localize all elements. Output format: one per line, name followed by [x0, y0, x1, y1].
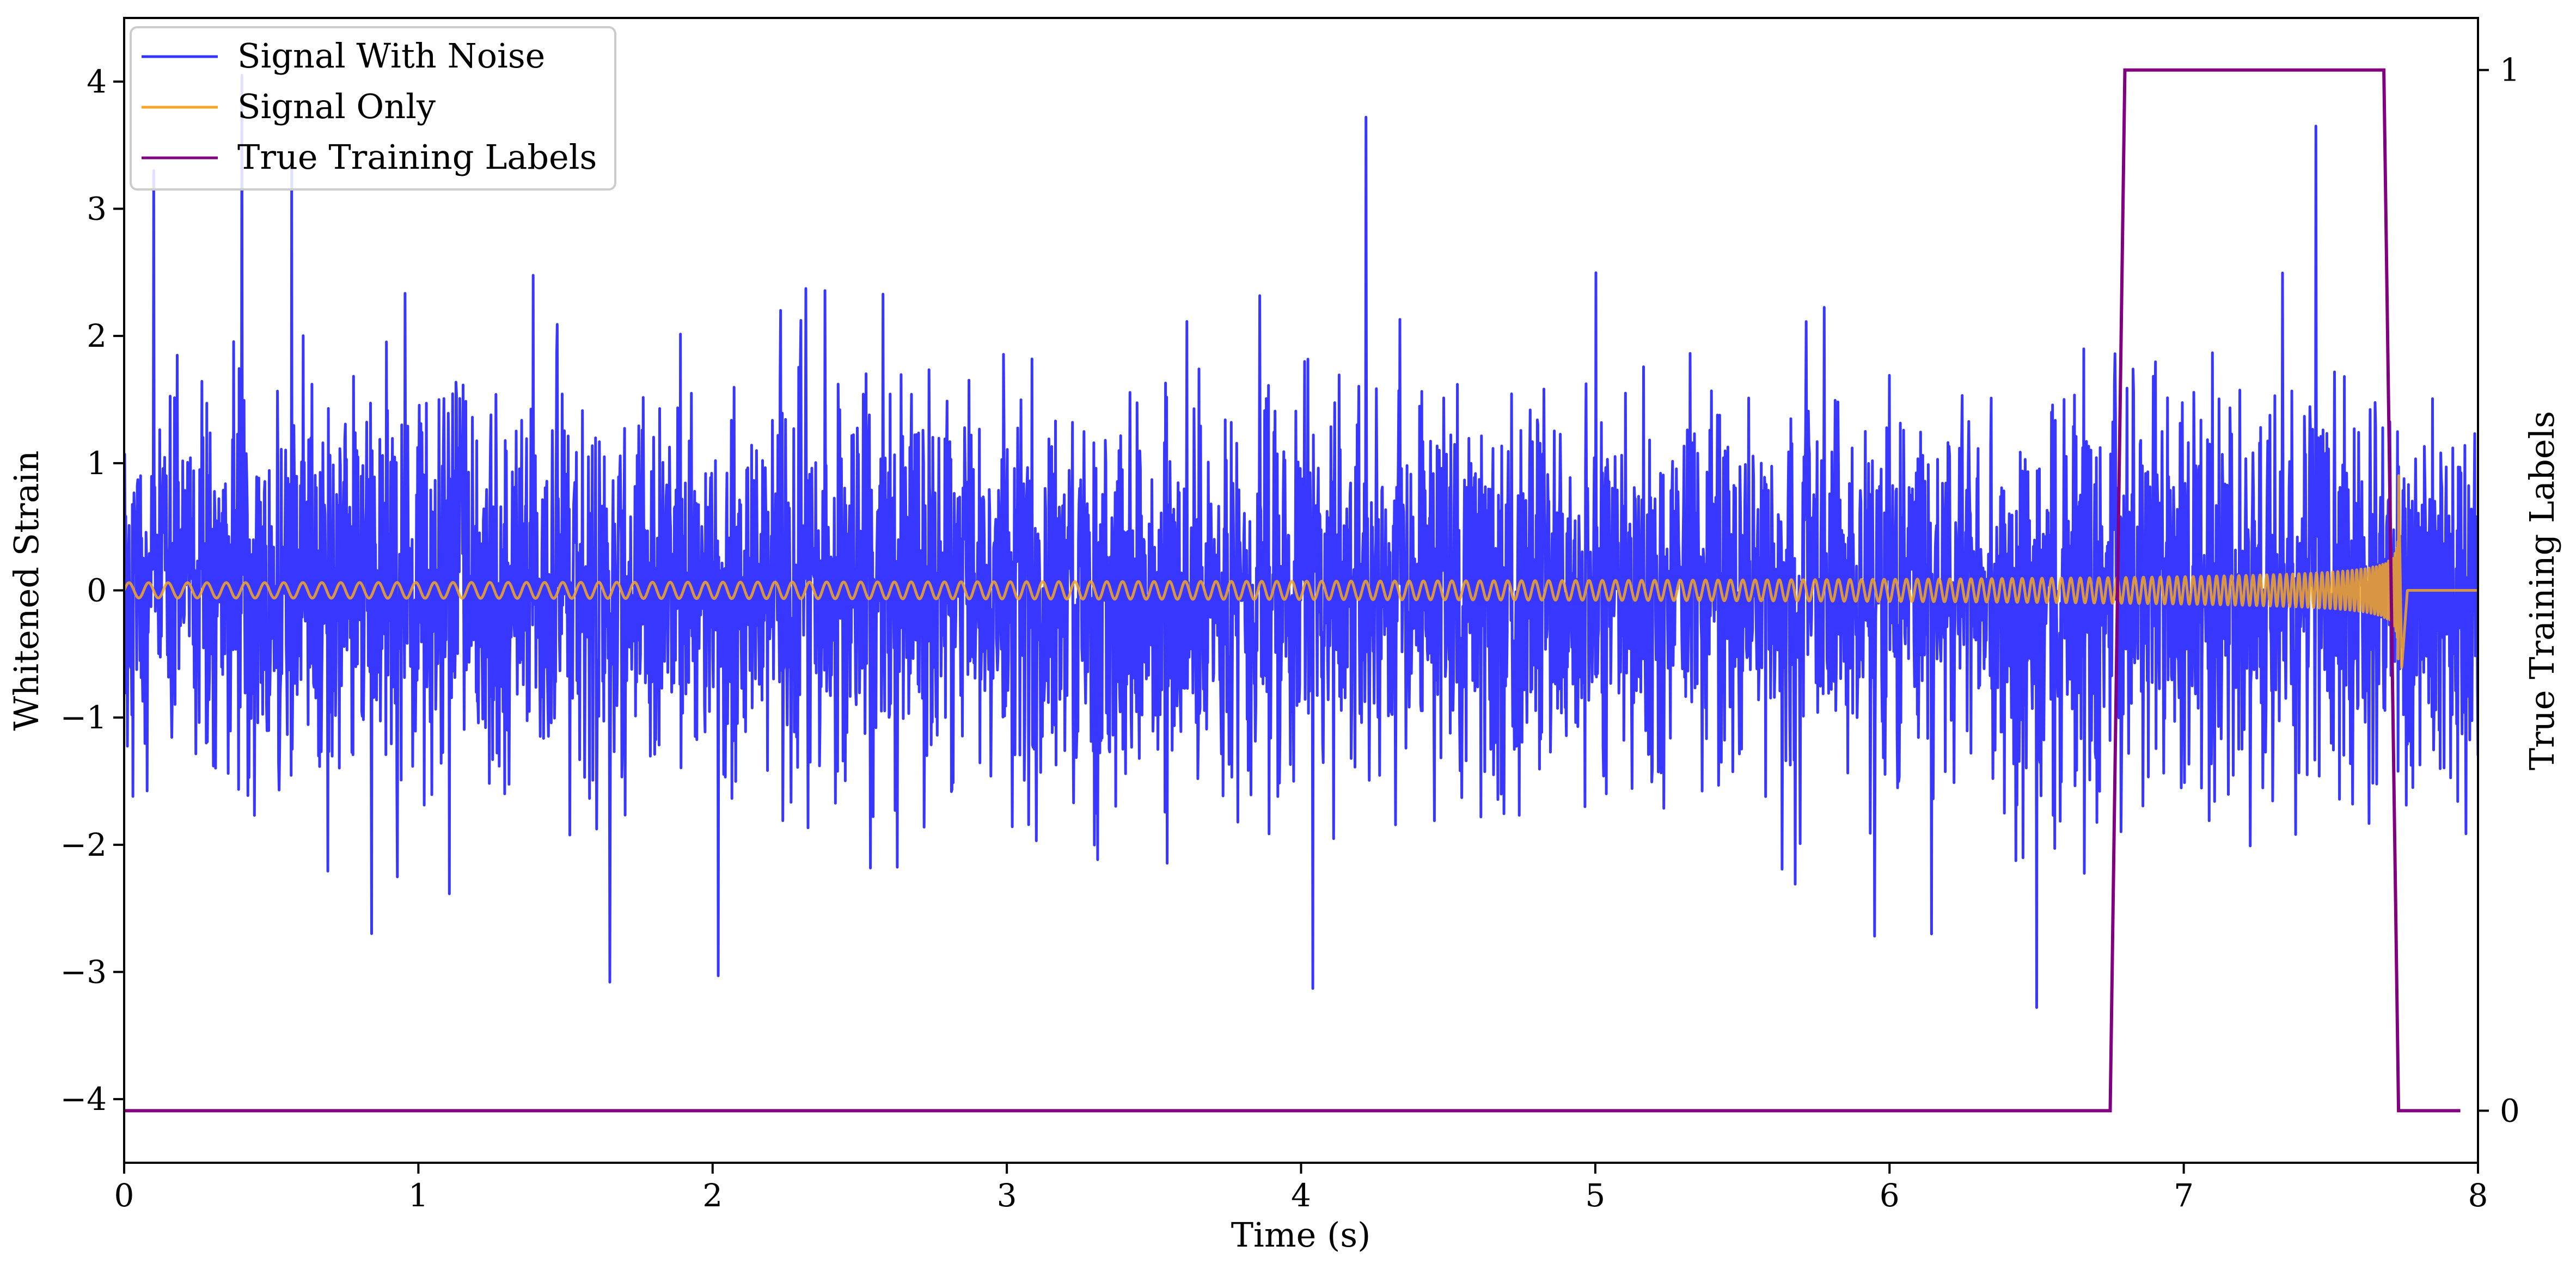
plot-series-layer	[124, 68, 2478, 1113]
y2-tick-label: 0	[2500, 1092, 2520, 1129]
series-signal-only	[124, 474, 2478, 669]
x-tick-label: 0	[114, 1177, 134, 1214]
y-tick-label: 0	[87, 572, 107, 609]
y-axis-right: 01	[2478, 52, 2520, 1129]
y-tick-label: 2	[87, 317, 107, 354]
y-tick-label: 4	[87, 63, 107, 100]
legend-box	[130, 26, 616, 191]
x-axis-title: Time (s)	[1231, 1215, 1371, 1255]
y-tick-label: −1	[60, 699, 107, 736]
legend-label-signal-with-noise: Signal With Noise	[237, 36, 545, 76]
legend-label-true-training-labels: True Training Labels	[237, 137, 597, 177]
x-tick-label: 8	[2468, 1177, 2488, 1214]
y2-tick-label: 1	[2500, 52, 2520, 89]
y2-axis-title: True Training Labels	[2522, 411, 2562, 770]
series-true-training-labels	[124, 68, 2461, 1113]
y-tick-label: 3	[87, 191, 107, 228]
series-signal-with-noise	[124, 73, 2478, 1009]
x-tick-label: 4	[1291, 1177, 1311, 1214]
x-tick-label: 1	[408, 1177, 429, 1214]
x-tick-label: 3	[997, 1177, 1017, 1214]
y-axis-left: −4 −3 −2 −1 0 1 2 3 4	[60, 63, 124, 1118]
legend: Signal With Noise Signal Only True Train…	[130, 26, 616, 191]
x-tick-label: 2	[702, 1177, 723, 1214]
x-tick-label: 7	[2174, 1177, 2194, 1214]
y-axis-title: Whitened Strain	[7, 451, 46, 731]
x-tick-label: 6	[1880, 1177, 1900, 1214]
y-tick-label: −2	[60, 826, 107, 863]
x-tick-label: 5	[1585, 1177, 1605, 1214]
y-tick-label: 1	[87, 445, 107, 482]
x-axis: 0 1 2 3 4 5 6 7 8	[114, 1163, 2488, 1214]
y-tick-label: −3	[60, 954, 107, 991]
legend-label-signal-only: Signal Only	[237, 87, 436, 126]
y-tick-label: −4	[60, 1081, 107, 1118]
